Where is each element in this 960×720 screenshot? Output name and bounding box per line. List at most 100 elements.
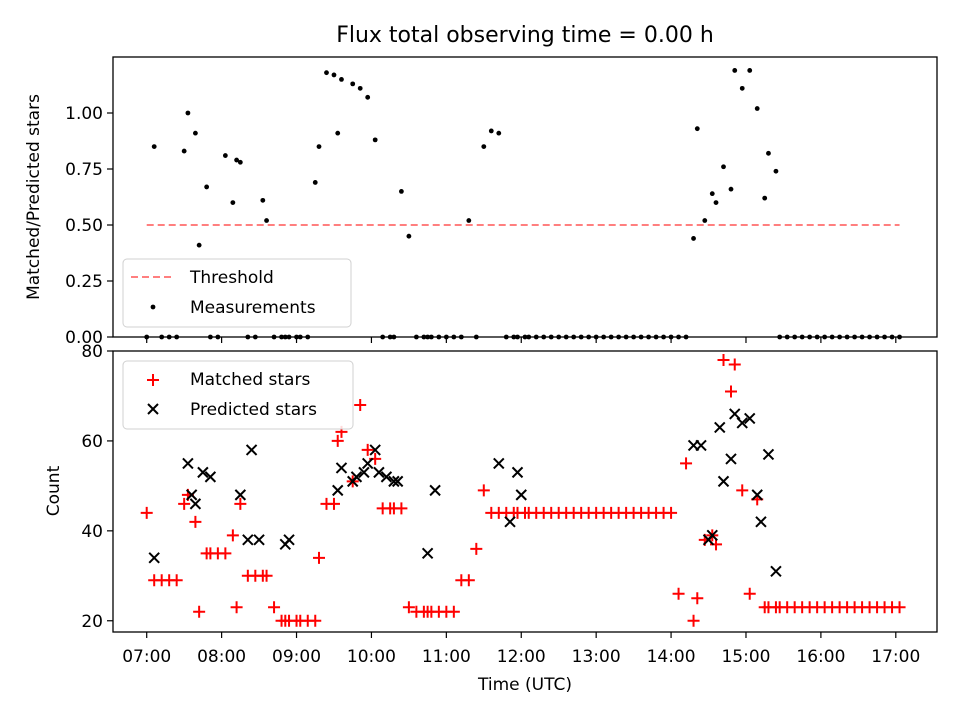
measurement-point (196, 242, 202, 248)
x-tick-label: 12:00 (497, 647, 546, 667)
top-y-tick-label: 0.75 (65, 160, 103, 180)
measurement-point (372, 137, 378, 143)
predicted-star-point (770, 565, 782, 578)
matched-star-point (736, 484, 749, 497)
matched-star-point (268, 601, 281, 614)
top-y-tick-label: 1.00 (65, 104, 103, 124)
bottom-y-tick-label: 20 (81, 612, 103, 632)
x-tick-label: 13:00 (572, 647, 621, 667)
matched-star-point (361, 443, 374, 456)
measurement-point (399, 189, 404, 194)
predicted-star-point (242, 534, 254, 546)
measurement-point (331, 72, 337, 78)
measurement-point (766, 150, 771, 156)
matched-star-point (672, 587, 685, 600)
measurement-point (728, 186, 734, 192)
measurement-point (260, 197, 266, 203)
predicted-star-point (762, 448, 775, 461)
x-tick-label: 10:00 (347, 647, 396, 667)
matched-star-point (717, 353, 730, 366)
measurement-point (151, 144, 157, 150)
measurement-point (721, 164, 726, 170)
predicted-star-point (725, 453, 737, 465)
matched-legend-label: Matched stars (190, 370, 310, 390)
matched-star-point (354, 398, 367, 411)
predicted-star-point (706, 529, 718, 542)
predicted-star-point (361, 457, 374, 470)
top-panel: 0.00 0.25 0.50 0.75 1.00 Matched/Predicted s… (24, 56, 938, 348)
x-tick-label: 15:00 (721, 647, 770, 667)
matched-star-point (477, 484, 490, 497)
measurements-legend-label: Measurements (190, 298, 316, 318)
measurement-point (481, 144, 487, 150)
measurements-legend-swatch (150, 304, 156, 310)
predicted-star-point (373, 466, 385, 479)
bottom-y-tick-label: 80 (81, 342, 103, 362)
bottom-y-ticks: 20 40 60 80 (81, 342, 113, 632)
predicted-star-point (695, 439, 707, 452)
measurement-point (234, 157, 240, 163)
top-y-axis-label: Matched/Predicted stars (24, 94, 44, 300)
bottom-y-tick-label: 40 (81, 522, 103, 542)
measurement-point (230, 200, 236, 206)
measurement-point (324, 70, 329, 76)
predicted-star-point (332, 484, 344, 497)
top-y-ticks: 0.00 0.25 0.50 0.75 1.00 (65, 104, 113, 348)
measurement-point (488, 128, 494, 134)
predicted-star-point (182, 457, 194, 470)
predicted-star-point (504, 516, 516, 528)
bottom-x-ticks: 07:00 08:00 09:00 10:00 11:00 12:00 13:00 14:00… (122, 632, 920, 667)
matched-star-point (691, 592, 704, 605)
measurement-point (193, 130, 198, 136)
predicted-star-point (391, 475, 404, 488)
measurement-point (350, 81, 356, 87)
threshold-legend-label: Threshold (189, 268, 274, 288)
x-tick-label: 08:00 (197, 647, 246, 667)
predicted-star-point (515, 489, 527, 501)
x-tick-label: 11:00 (422, 647, 471, 667)
measurement-point (709, 191, 715, 197)
measurement-point (754, 106, 760, 111)
x-tick-label: 17:00 (871, 647, 920, 667)
predicted-star-point (388, 475, 400, 488)
matched-star-point (140, 506, 153, 519)
predicted-star-point (189, 498, 202, 510)
measurement-point (694, 126, 700, 132)
measurement-point (316, 144, 322, 150)
matched-star-point (219, 547, 232, 560)
bottom-legend: Matched stars Predicted stars (122, 360, 354, 430)
chart-title: Flux total observing time = 0.00 h (336, 23, 714, 48)
predicted-star-point (234, 489, 247, 501)
matched-legend-swatch (147, 374, 159, 386)
measurement-point (496, 130, 502, 136)
predicted-star-point (511, 466, 524, 479)
measurement-point (406, 233, 412, 239)
predicted-star-point (755, 516, 767, 528)
matched-star-point (331, 434, 344, 447)
bottom-plot-frame (112, 350, 938, 633)
matched-star-point (462, 574, 475, 587)
predicted-star-point (148, 552, 160, 564)
predicted-star-point (729, 408, 741, 420)
predicted-star-point (185, 489, 198, 501)
matched-star-point (680, 457, 693, 470)
predicted-star-point (429, 484, 441, 497)
matched-star-point (230, 601, 243, 614)
predicted-legend-label: Predicted stars (190, 400, 317, 420)
predicted-star-point (744, 412, 756, 425)
bottom-y-axis-label: Count (44, 465, 64, 516)
x-tick-label: 07:00 (122, 647, 171, 667)
matched-star-point (313, 551, 325, 564)
predicted-star-point (714, 421, 726, 434)
predicted-star-point (197, 466, 209, 479)
bottom-y-tick-label: 60 (81, 432, 103, 452)
matched-star-point (234, 497, 247, 510)
matched-star-point (189, 515, 202, 528)
top-x-ticks (146, 337, 897, 343)
top-legend-box (122, 258, 352, 328)
x-axis-label: Time (UTC) (477, 675, 572, 695)
predicted-star-point (421, 547, 434, 560)
predicted-star-point (253, 534, 265, 546)
predicted-star-point (358, 466, 370, 479)
